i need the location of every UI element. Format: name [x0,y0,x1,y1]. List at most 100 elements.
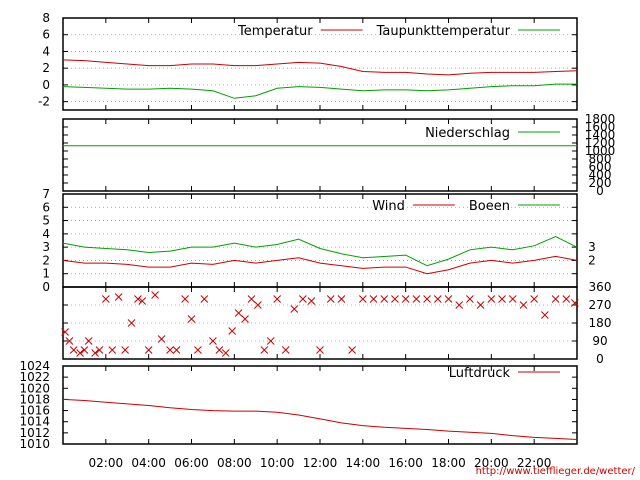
y-tick-label: 0 [42,280,50,294]
y-tick-label: 1000 [585,144,616,158]
direction-point [466,295,474,303]
direction-point [61,328,69,336]
y-tick-label: 1010 [19,437,50,451]
y-tick-label: 1012 [19,426,50,440]
series-line-temperatur [62,59,578,76]
direction-point [380,295,389,303]
direction-point [369,295,378,303]
y-tick-label: 0 [42,78,50,92]
x-tick-label: 08:00 [217,456,252,470]
x-tick-label: 22:00 [517,456,552,470]
direction-point [476,301,485,309]
direction-point [316,346,324,354]
x-tick-label: 10:00 [260,456,295,470]
direction-point [455,301,464,309]
direction-point [348,346,356,354]
direction-point [172,346,181,354]
direction-point [337,295,346,303]
direction-point [487,295,496,303]
legend-label: Boeen [469,199,510,214]
y-tick-label: 5 [42,214,50,228]
direction-point [187,315,196,323]
direction-point [65,337,74,345]
direction-point [273,295,282,303]
y2-tick-label: 2 [588,253,596,267]
y-tick-label: 2 [42,253,50,267]
direction-point [254,301,262,309]
y-tick-label: 1024 [19,359,50,373]
direction-point [138,297,147,305]
direction-point [101,295,110,303]
x-tick-label: 18:00 [431,456,466,470]
direction-point [247,295,256,303]
y-tick-label: 90 [592,334,607,348]
direction-point [215,346,224,354]
direction-point [562,295,571,303]
direction-point [519,301,528,309]
direction-point [412,295,421,303]
direction-point [166,346,174,354]
y-tick-label: 1018 [19,392,50,406]
direction-point [221,349,230,357]
y-tick-label: 800 [589,152,612,166]
y-tick-label: 1016 [19,404,50,418]
direction-point [144,346,153,354]
y-tick-label: 4 [42,227,50,241]
direction-point [108,346,117,354]
direction-point [571,299,579,307]
direction-point [181,295,189,303]
y-tick-label: 3 [42,240,50,254]
x-tick-label: 02:00 [89,456,124,470]
direction-point [551,295,560,303]
direction-point [530,295,539,303]
direction-point [228,327,237,335]
direction-point [299,295,307,303]
direction-point [498,295,506,303]
y-tick-label: 1 [42,267,50,281]
direction-point [358,295,367,303]
x-tick-label: 06:00 [174,456,209,470]
direction-point [95,346,104,354]
direction-point [444,295,453,303]
y-tick-label: 1400 [585,128,616,142]
y2-tick-label: 3 [588,240,596,254]
direction-point [290,305,299,313]
legend-label: Luftdruck [449,366,511,381]
direction-point [127,319,136,327]
direction-point [151,291,159,299]
direction-point [84,337,93,345]
direction-point [234,309,243,317]
y-tick-label: 0 [596,352,604,366]
y-tick-label: 7 [42,187,50,201]
y-tick-label: 1020 [19,381,50,395]
x-tick-label: 16:00 [388,456,423,470]
y-tick-label: 270 [589,298,612,312]
y-tick-label: -2 [38,95,50,109]
panel-4: 0 90 180 270 360 [61,280,612,366]
direction-point [134,295,142,303]
y-tick-label: 4 [42,44,50,58]
y-tick-label: 600 [589,160,612,174]
direction-point [281,346,290,354]
y-tick-label: 1800 [585,112,616,126]
direction-point [266,337,275,345]
x-tick-label: 20:00 [474,456,509,470]
x-tick-label: 12:00 [303,456,338,470]
y-tick-label: 200 [589,176,612,190]
y-tick-label: 6 [42,200,50,214]
direction-point [260,346,269,354]
direction-point [401,295,410,303]
series-line-taupunkttemperatur [62,83,577,99]
direction-point [326,295,335,303]
direction-point [307,297,316,305]
credit-link[interactable]: http://www.tiefflieger.de/wetter/ [476,466,636,477]
y-tick-label: 1022 [19,370,50,384]
legend-label: Niederschlag [425,126,510,141]
x-tick-label: 14:00 [346,456,381,470]
legend-label: Taupunkttemperatur [376,24,511,39]
direction-point [433,295,442,303]
